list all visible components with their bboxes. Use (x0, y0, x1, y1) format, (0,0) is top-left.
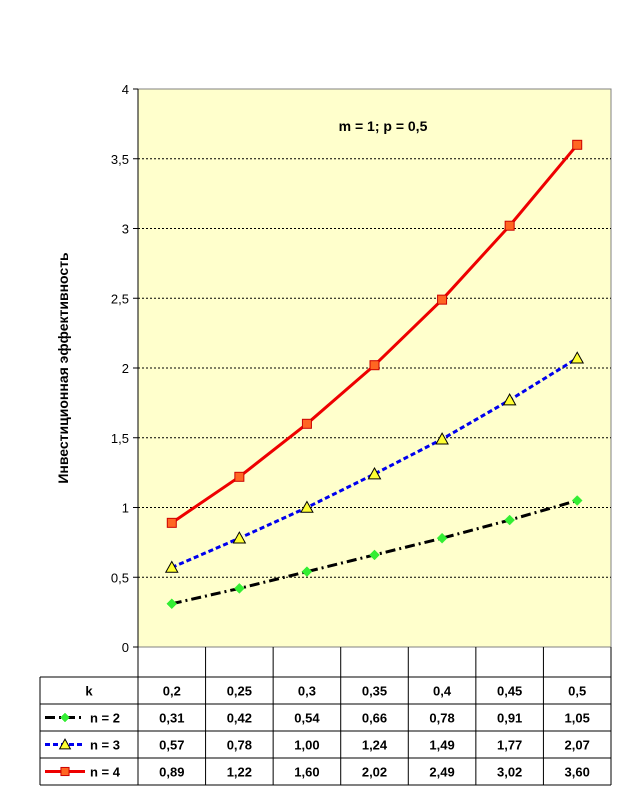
data-point (437, 294, 448, 305)
data-point (435, 432, 449, 445)
y-axis-label: Инвестиционная эффективность (55, 252, 71, 484)
table-category: 0,35 (362, 684, 387, 699)
legend-series-name: n = 3 (90, 738, 120, 753)
table-category: 0,45 (497, 684, 522, 699)
data-point (166, 598, 178, 610)
table-value: 1,24 (362, 738, 388, 753)
legend-marker (58, 738, 72, 750)
table-category: 0,5 (568, 684, 586, 699)
table-category: 0,2 (163, 684, 181, 699)
legend-series-name: n = 4 (90, 765, 121, 780)
data-point (166, 517, 177, 528)
table-value: 3,60 (565, 765, 590, 780)
data-point (164, 560, 179, 573)
series-markers (164, 139, 585, 610)
data-point (369, 549, 380, 561)
y-tick-label: 4 (122, 82, 129, 97)
table-value: 2,02 (362, 765, 387, 780)
table-value: 0,57 (159, 738, 184, 753)
data-point (571, 495, 583, 506)
table-value: 0,42 (227, 711, 252, 726)
data-point (234, 471, 245, 482)
chart-annotation: m = 1; p = 0,5 (339, 118, 428, 134)
data-point (234, 583, 245, 594)
data-point (504, 514, 515, 526)
table-value: 1,00 (294, 738, 319, 753)
table-value: 1,22 (227, 765, 252, 780)
table-value: 0,89 (159, 765, 184, 780)
y-tick-label: 2,5 (111, 291, 129, 306)
y-tick-label: 0,5 (111, 570, 129, 585)
y-tick-label: 0 (122, 640, 129, 655)
data-point (572, 139, 583, 150)
data-point (367, 466, 382, 480)
legend-marker (60, 766, 70, 777)
table-value: 3,02 (497, 765, 522, 780)
y-tick-label: 3,5 (111, 152, 129, 167)
table-value: 0,54 (294, 711, 320, 726)
table-value: 1,77 (497, 738, 522, 753)
table-value: 1,05 (565, 711, 590, 726)
table-value: 0,31 (159, 711, 184, 726)
table-value: 2,07 (565, 738, 590, 753)
data-point (570, 351, 585, 364)
table-category: 0,25 (227, 684, 252, 699)
table-value: 2,49 (429, 765, 454, 780)
y-tick-label: 1 (122, 501, 129, 516)
table-value: 1,60 (294, 765, 319, 780)
data-point (232, 531, 247, 544)
y-tick-label: 1,5 (111, 431, 129, 446)
data-point (301, 566, 313, 578)
data-point (300, 500, 314, 513)
table-category: 0,4 (433, 684, 452, 699)
table-value: 1,49 (429, 738, 454, 753)
data-point (369, 360, 380, 371)
data-point (301, 418, 312, 429)
table-value: 0,78 (429, 711, 454, 726)
legend-series-name: n = 2 (90, 711, 120, 726)
table-value: 0,91 (497, 711, 522, 726)
table-category: 0,3 (298, 684, 316, 699)
data-point (502, 393, 517, 406)
legend-marker (60, 712, 70, 723)
y-tick-label: 3 (122, 222, 129, 237)
y-tick-label: 2 (122, 361, 129, 376)
table-value: 0,66 (362, 711, 387, 726)
data-point (436, 532, 448, 544)
table-value: 0,78 (227, 738, 252, 753)
data-point (504, 220, 515, 231)
data-table: k 0,2 0,25 0,3 0,35 0,4 0,45 0,5 n = 2 0,31 0,42 0,… (39, 647, 612, 786)
table-xlabel: k (85, 684, 93, 699)
y-axis: 0 0,5 1 1,5 2 2,5 3 3,5 4 (111, 82, 139, 655)
